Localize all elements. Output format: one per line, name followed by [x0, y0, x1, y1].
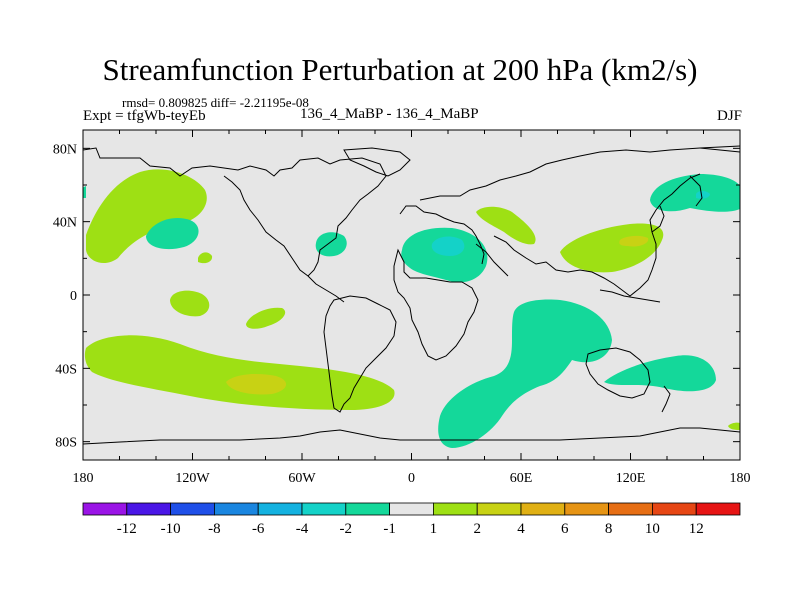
- case-label: 136_4_MaBP - 136_4_MaBP: [300, 106, 479, 122]
- coast-greenland: [343, 147, 411, 177]
- field-region-small-a: [198, 252, 213, 264]
- field-region-trop-pos-b: [246, 307, 286, 329]
- colorbar-label: -1: [383, 521, 396, 537]
- coast-africa: [393, 248, 479, 361]
- colorbar-label: -8: [208, 521, 221, 537]
- colorbar-label: 6: [561, 521, 569, 537]
- coast-asia-south: [493, 173, 701, 297]
- y-tick-label: 40N: [53, 216, 77, 231]
- colorbar-label: -10: [161, 521, 181, 537]
- colorbar-label: 10: [645, 521, 660, 537]
- field-region-easia-pos: [560, 223, 664, 273]
- colorbar-swatch: [257, 502, 303, 516]
- field-region-tiny-se: [728, 422, 740, 430]
- colorbar-swatch: [608, 502, 653, 516]
- coast-indonesia: [599, 289, 661, 303]
- coast-south-america: [323, 295, 397, 413]
- colorbar-label: -4: [296, 521, 309, 537]
- y-tick-label: 80S: [55, 436, 77, 451]
- x-tick-label: 60E: [510, 471, 533, 486]
- field-region-indian-neg: [438, 299, 612, 448]
- colorbar: -12 -10 -8 -6 -4 -2 -1 1 2 4 6 8 10 12: [82, 502, 741, 537]
- x-tick-label: 180: [730, 471, 751, 486]
- field-region-trop-pos-a: [170, 290, 210, 317]
- field-layer: [83, 169, 740, 448]
- coast-japan: [651, 205, 665, 233]
- colorbar-swatch: [213, 502, 259, 516]
- coastline-layer: [83, 145, 740, 445]
- colorbar-swatch: [652, 502, 697, 516]
- colorbar-swatch: [564, 502, 609, 516]
- y-tick-label: 40S: [55, 362, 77, 377]
- coast-eurasia: [419, 145, 740, 201]
- coast-antarctica: [83, 427, 740, 445]
- coast-north-america: [83, 147, 387, 277]
- colorbar-label: -12: [117, 521, 137, 537]
- x-tick-label: 60W: [288, 471, 316, 486]
- axis-ticks: 180 120W 60W 0 60E 120E 180 80N 40N 0 40S 80S: [53, 130, 751, 486]
- experiment-label: Expt = tfgWb-teyEb: [83, 108, 206, 124]
- field-region-nwpac-core: [696, 191, 710, 199]
- colorbar-label: 12: [689, 521, 704, 537]
- colorbar-swatch: [170, 502, 215, 516]
- field-region-casia-pos: [476, 206, 536, 245]
- chart-title: Streamfunction Perturbation at 200 hPa (…: [102, 52, 698, 87]
- colorbar-swatch: [126, 502, 172, 516]
- colorbar-label: 1: [430, 521, 438, 537]
- coast-alaska-west: [699, 147, 740, 153]
- field-region-tiny-w: [83, 186, 86, 198]
- field-region-sind-neg: [604, 355, 716, 392]
- colorbar-swatch: [345, 502, 390, 516]
- y-tick-label: 80N: [53, 142, 77, 157]
- field-region-npac: [86, 169, 207, 264]
- field-region-easia-core: [619, 235, 649, 247]
- x-tick-label: 180: [73, 471, 94, 486]
- x-tick-label: 120E: [616, 471, 646, 486]
- x-tick-label: 0: [408, 471, 415, 486]
- coast-kamchatka: [689, 175, 703, 207]
- field-region-atl-neg: [315, 232, 347, 257]
- coast-new-zealand: [661, 385, 671, 413]
- field-region-spac-core: [226, 374, 287, 395]
- coast-australia: [585, 347, 651, 399]
- colorbar-label: 2: [473, 521, 481, 537]
- coast-europe: [399, 205, 485, 265]
- colorbar-swatch: [476, 502, 522, 516]
- field-region-npac-neg: [146, 217, 199, 250]
- colorbar-swatch: [389, 502, 434, 516]
- y-tick-label: 0: [70, 289, 77, 304]
- colorbar-label: 8: [605, 521, 613, 537]
- field-region-spac-pos: [84, 335, 395, 410]
- colorbar-label: 4: [517, 521, 525, 537]
- colorbar-swatch: [82, 502, 128, 516]
- colorbar-swatch: [520, 502, 566, 516]
- field-region-eur-core: [431, 236, 465, 256]
- colorbar-swatch: [432, 502, 478, 516]
- coast-arabia: [475, 243, 509, 277]
- colorbar-swatch: [301, 502, 347, 516]
- stats-label: rmsd= 0.809825 diff= -2.21195e-08: [122, 95, 309, 110]
- field-region-nwpac-neg: [650, 174, 740, 212]
- colorbar-label: -2: [340, 521, 353, 537]
- coast-central-america: [307, 275, 345, 303]
- x-tick-label: 120W: [175, 471, 210, 486]
- colorbar-label: -6: [252, 521, 265, 537]
- season-label: DJF: [716, 108, 742, 124]
- colorbar-swatch: [695, 502, 741, 516]
